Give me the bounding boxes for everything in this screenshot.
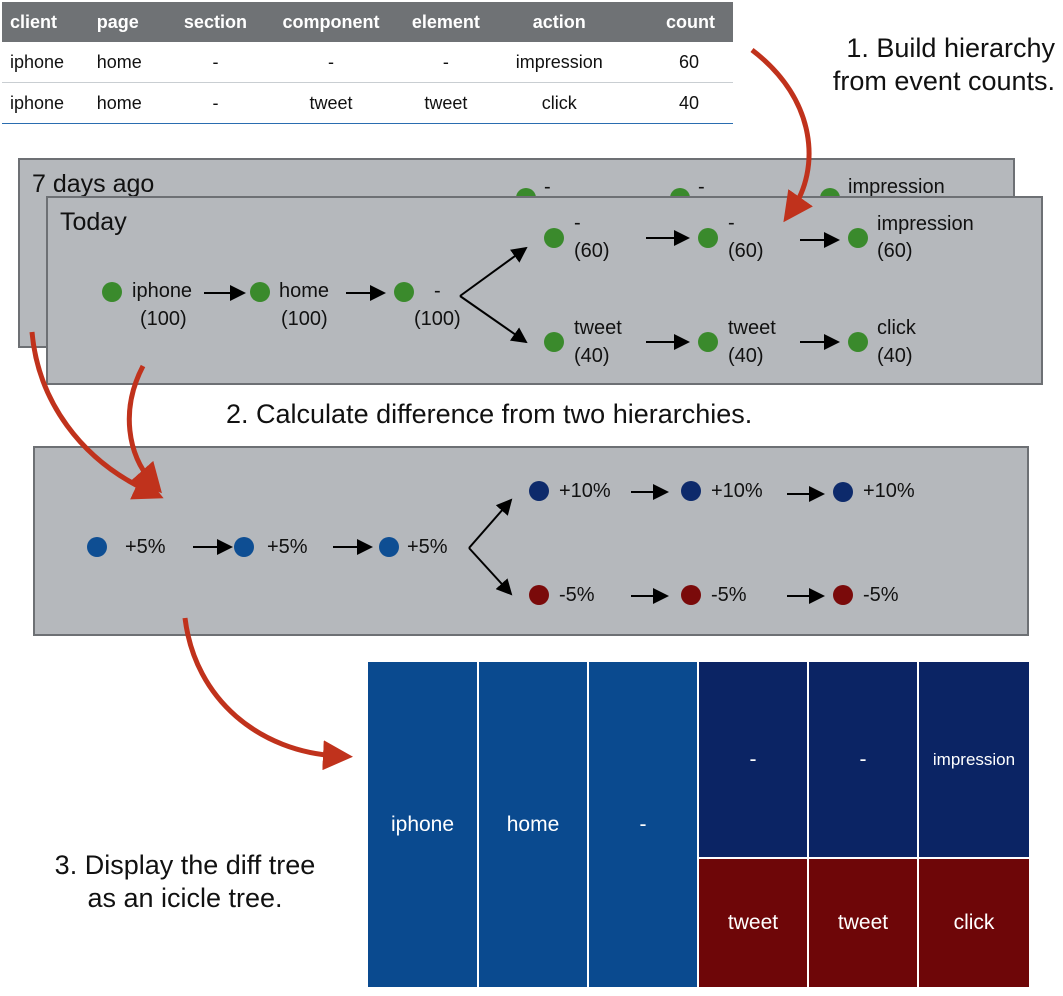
table-cell: - bbox=[167, 42, 264, 83]
panel-title-today: Today bbox=[60, 208, 127, 236]
node-count-section: (100) bbox=[414, 308, 461, 330]
header-page: page bbox=[88, 2, 168, 42]
diff-node-label: +10% bbox=[863, 480, 915, 502]
node-dot-top1 bbox=[544, 228, 564, 248]
table-cell: - bbox=[167, 82, 264, 124]
diff-node-label: -5% bbox=[863, 584, 899, 606]
node-label-top1: - bbox=[574, 212, 581, 234]
node-dot-client bbox=[102, 282, 122, 302]
header-element: element bbox=[398, 2, 494, 42]
panel-diff: +5% +5% +5% +10% +10% +10% -5% -5% -5% bbox=[33, 446, 1029, 636]
node-count-top2: (60) bbox=[728, 240, 764, 262]
diff-node-label: +5% bbox=[267, 536, 308, 558]
node-label-page: home bbox=[279, 280, 330, 302]
icicle-cell-client: iphone bbox=[368, 662, 477, 987]
table-cell: 60 bbox=[625, 42, 733, 83]
diff-arrows bbox=[193, 484, 825, 604]
diff-node-label: +10% bbox=[559, 480, 611, 502]
node-count-top3: (60) bbox=[877, 240, 913, 262]
table-cell: - bbox=[263, 42, 399, 83]
node-count-bot3: (40) bbox=[877, 345, 913, 367]
node-dot-page bbox=[250, 282, 270, 302]
diff-node-label: -5% bbox=[711, 584, 747, 606]
table-cell: impression bbox=[493, 42, 626, 83]
diff-node-dot bbox=[681, 585, 701, 605]
node-label: impression bbox=[848, 176, 945, 198]
icicle-cell-top-element: - bbox=[809, 662, 917, 857]
node-label-bot3: click bbox=[877, 317, 916, 339]
table-cell: iphone bbox=[2, 42, 89, 83]
step3-caption: 3. Display the diff tree as an icicle tr… bbox=[40, 849, 330, 915]
table-header-row: client page section component element ac… bbox=[2, 2, 733, 42]
table-cell: click bbox=[493, 82, 626, 124]
node-dot-bot3 bbox=[848, 332, 868, 352]
table-cell: 40 bbox=[625, 82, 733, 124]
step1-caption: 1. Build hierarchy from event counts. bbox=[833, 32, 1055, 98]
diff-node-dot bbox=[379, 537, 399, 557]
icicle-cell-top-action: impression bbox=[919, 662, 1029, 857]
header-section: section bbox=[167, 2, 264, 42]
table-row: iphone home - - - impression 60 bbox=[2, 42, 733, 83]
header-client: client bbox=[2, 2, 89, 42]
node-label-bot2: tweet bbox=[728, 317, 776, 339]
node-label-top2: - bbox=[728, 212, 735, 234]
header-count: count bbox=[625, 2, 733, 42]
diff-node-label: -5% bbox=[559, 584, 595, 606]
step1-line1: 1. Build hierarchy bbox=[846, 33, 1055, 63]
icicle-cell-bottom-action: click bbox=[919, 859, 1029, 987]
diff-node-label: +5% bbox=[407, 536, 448, 558]
diff-node-label: +10% bbox=[711, 480, 763, 502]
today-arrows bbox=[204, 230, 840, 350]
step3-line2: as an icicle tree. bbox=[87, 883, 283, 913]
node-label: - bbox=[698, 176, 705, 198]
step1-line2: from event counts. bbox=[832, 66, 1055, 96]
node-dot-bot2 bbox=[698, 332, 718, 352]
table-cell: home bbox=[88, 42, 168, 83]
diff-node-dot bbox=[529, 585, 549, 605]
diff-node-dot bbox=[833, 482, 853, 502]
diff-node-label: +5% bbox=[125, 536, 166, 558]
node-dot-section bbox=[394, 282, 414, 302]
icicle-cell-bottom-element: tweet bbox=[809, 859, 917, 987]
table-cell: tweet bbox=[263, 82, 399, 124]
node-label-section: - bbox=[434, 280, 441, 302]
header-component: component bbox=[263, 2, 399, 42]
table-cell: iphone bbox=[2, 82, 89, 124]
diff-node-dot bbox=[234, 537, 254, 557]
node-label-bot1: tweet bbox=[574, 317, 622, 339]
table-cell: - bbox=[398, 42, 494, 83]
diff-node-dot bbox=[833, 585, 853, 605]
node-dot-bot1 bbox=[544, 332, 564, 352]
panel-title-7-days-ago: 7 days ago bbox=[32, 170, 155, 198]
node-count-top1: (60) bbox=[574, 240, 610, 262]
step3-line1: 3. Display the diff tree bbox=[54, 850, 316, 880]
step2-caption: 2. Calculate difference from two hierarc… bbox=[226, 399, 753, 429]
node-count-page: (100) bbox=[281, 308, 328, 330]
icicle-tree: iphone home - - - impression tweet tweet… bbox=[368, 662, 1029, 987]
node-label: - bbox=[544, 176, 551, 198]
panel-today: Today iphone (100) home (100) - (100) - … bbox=[46, 196, 1043, 385]
icicle-cell-page: home bbox=[479, 662, 587, 987]
node-count-client: (100) bbox=[140, 308, 187, 330]
event-count-table: client page section component element ac… bbox=[2, 2, 733, 124]
table-row: iphone home - tweet tweet click 40 bbox=[2, 82, 733, 124]
node-count-bot2: (40) bbox=[728, 345, 764, 367]
arrow-diff-to-icicle bbox=[182, 617, 353, 771]
table-cell: home bbox=[88, 82, 168, 124]
diff-node-dot bbox=[87, 537, 107, 557]
icicle-cell-bottom-component: tweet bbox=[699, 859, 807, 987]
diff-node-dot bbox=[529, 481, 549, 501]
node-count-bot1: (40) bbox=[574, 345, 610, 367]
node-dot-top3 bbox=[848, 228, 868, 248]
icicle-cell-section: - bbox=[589, 662, 697, 987]
node-dot-top2 bbox=[698, 228, 718, 248]
diff-node-dot bbox=[681, 481, 701, 501]
header-action: action bbox=[493, 2, 626, 42]
icicle-cell-top-component: - bbox=[699, 662, 807, 857]
table-cell: tweet bbox=[398, 82, 494, 124]
node-label-top3: impression bbox=[877, 213, 974, 235]
node-label-client: iphone bbox=[132, 280, 193, 302]
